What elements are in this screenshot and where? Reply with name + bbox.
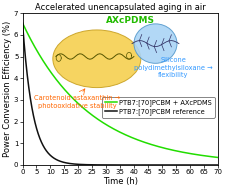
PTB7:[70]PCBM reference — [210, 164, 213, 166]
Title: Accelerated unencapsulated aging in air: Accelerated unencapsulated aging in air — [35, 3, 205, 12]
Line: PTB7:[70]PCBM + AXcPDMS: PTB7:[70]PCBM + AXcPDMS — [22, 23, 217, 157]
Ellipse shape — [133, 24, 176, 63]
PTB7:[70]PCBM reference — [110, 164, 113, 166]
PTB7:[70]PCBM reference — [174, 164, 177, 166]
PTB7:[70]PCBM + AXcPDMS — [21, 22, 24, 24]
PTB7:[70]PCBM + AXcPDMS — [174, 150, 177, 152]
Text: Carotenoid astaxanthin →
photooxidative stability: Carotenoid astaxanthin → photooxidative … — [34, 95, 120, 109]
Text: Silicone
polydimethylsiloxane →
flexibility: Silicone polydimethylsiloxane → flexibil… — [133, 57, 212, 78]
PTB7:[70]PCBM + AXcPDMS — [210, 156, 213, 158]
PTB7:[70]PCBM reference — [21, 22, 24, 24]
PTB7:[70]PCBM + AXcPDMS — [116, 130, 118, 132]
PTB7:[70]PCBM + AXcPDMS — [31, 42, 34, 44]
Ellipse shape — [53, 30, 140, 88]
PTB7:[70]PCBM reference — [216, 164, 218, 166]
Y-axis label: Power Conversion Efficiency (%): Power Conversion Efficiency (%) — [3, 21, 12, 157]
PTB7:[70]PCBM + AXcPDMS — [210, 156, 213, 158]
PTB7:[70]PCBM + AXcPDMS — [216, 156, 218, 159]
PTB7:[70]PCBM + AXcPDMS — [110, 127, 113, 129]
X-axis label: Time (h): Time (h) — [102, 177, 137, 186]
PTB7:[70]PCBM reference — [116, 164, 118, 166]
Text: AXcPDMS: AXcPDMS — [105, 15, 154, 25]
PTB7:[70]PCBM reference — [210, 164, 213, 166]
Line: PTB7:[70]PCBM reference: PTB7:[70]PCBM reference — [22, 23, 217, 165]
Legend: PTB7:[70]PCBM + AXcPDMS, PTB7:[70]PCBM reference: PTB7:[70]PCBM + AXcPDMS, PTB7:[70]PCBM r… — [101, 97, 214, 118]
PTB7:[70]PCBM reference — [31, 110, 34, 112]
